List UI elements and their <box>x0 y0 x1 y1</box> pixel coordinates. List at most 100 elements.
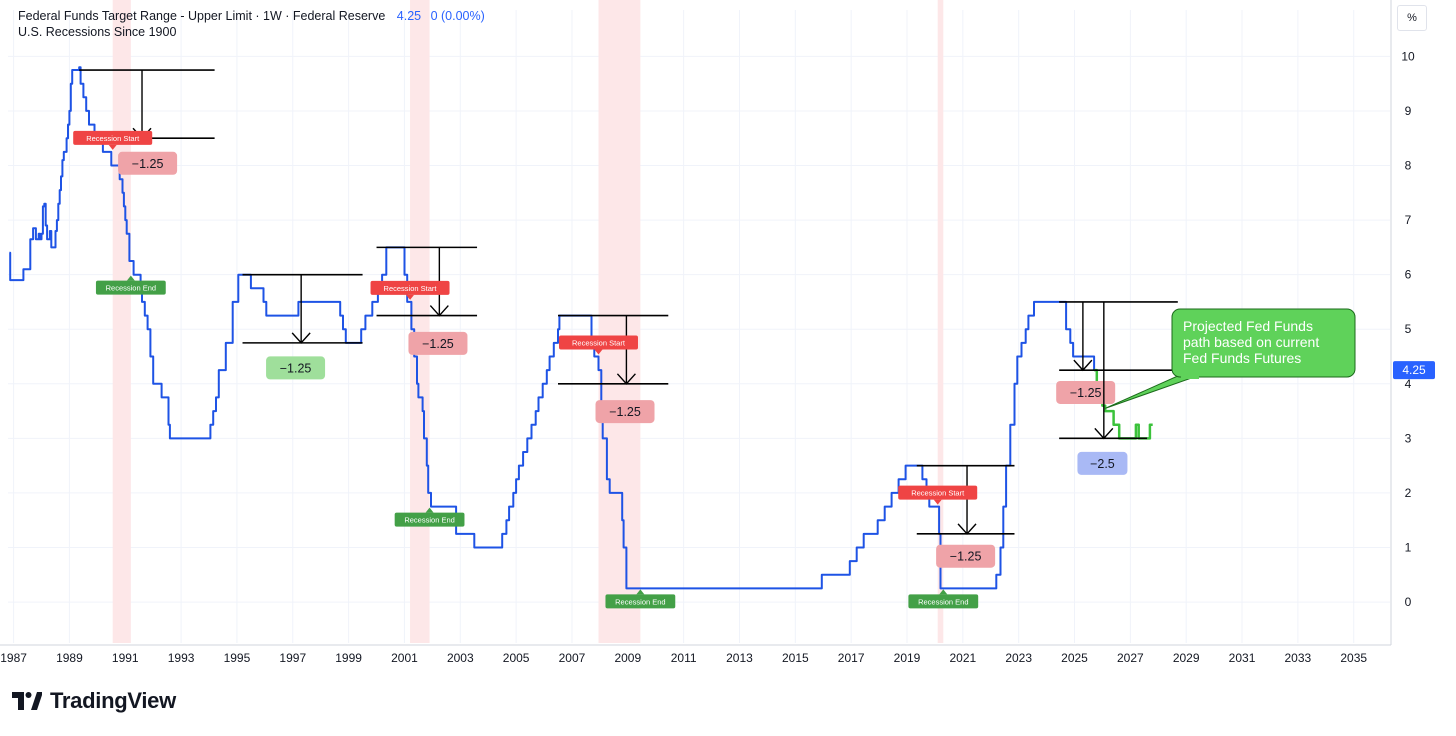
callout-text-line: path based on current <box>1183 334 1319 350</box>
annotation-badge <box>266 356 326 380</box>
x-tick-label: 1987 <box>0 651 27 665</box>
y-tick-label: 1 <box>1405 541 1412 555</box>
recession-end-marker-pointer <box>425 507 434 513</box>
annotation-badge <box>408 331 468 355</box>
x-tick-label: 2029 <box>1173 651 1200 665</box>
x-tick-label: 2015 <box>782 651 809 665</box>
x-tick-label: 1991 <box>112 651 139 665</box>
x-tick-label: 2019 <box>894 651 921 665</box>
x-tick-label: 1997 <box>279 651 306 665</box>
annotation-badge-label: −1.25 <box>609 405 641 419</box>
recession-end-marker-bubble <box>605 594 676 609</box>
annotation-badge-label: −1.25 <box>280 361 312 375</box>
recession-start-marker-bubble <box>73 130 153 145</box>
y-tick-label: 8 <box>1405 159 1412 173</box>
x-tick-label: 2031 <box>1229 651 1256 665</box>
drop-annotation: −1.25 <box>242 273 363 380</box>
tradingview-logo-icon <box>12 692 42 710</box>
recession-start-marker-pointer <box>933 499 942 505</box>
drop-annotation: −1.25 <box>79 69 215 175</box>
recession-band <box>598 0 641 643</box>
recession-end-marker-bubble <box>394 512 465 527</box>
annotation-arrow-head <box>616 373 636 385</box>
annotation-badge-label: −2.5 <box>1090 457 1115 471</box>
y-tick-label: 0 <box>1405 595 1412 609</box>
x-tick-label: 2025 <box>1061 651 1088 665</box>
recession-end-marker-label: Recession End <box>404 516 454 525</box>
recession-start-marker-bubble <box>370 280 450 295</box>
x-tick-label: 2013 <box>726 651 753 665</box>
recession-start-marker: Recession Start <box>558 335 638 355</box>
recession-end-marker-label: Recession End <box>106 284 156 293</box>
x-tick-label: 1993 <box>168 651 195 665</box>
series-line-fed-funds <box>9 66 1096 590</box>
x-tick-label: 2027 <box>1117 651 1144 665</box>
x-tick-label: 2009 <box>614 651 641 665</box>
recession-end-marker-bubble <box>95 280 166 295</box>
recession-start-marker-label: Recession Start <box>384 284 438 293</box>
change-value: 0 (0.00%) <box>430 9 485 23</box>
callout-text-line: Projected Fed Funds <box>1183 318 1313 334</box>
price-scale-unit-button[interactable]: % <box>1397 5 1427 31</box>
x-tick-label: 2005 <box>503 651 530 665</box>
x-tick-label: 1989 <box>56 651 83 665</box>
recession-start-marker: Recession Start <box>898 485 978 505</box>
recession-start-marker-label: Recession Start <box>86 134 140 143</box>
x-tick-label: 1999 <box>335 651 362 665</box>
annotation-badge-label: −1.25 <box>132 157 164 171</box>
brand-logo: TradingView <box>12 688 176 714</box>
recession-start-marker-pointer <box>406 294 415 300</box>
x-tick-label: 2001 <box>391 651 418 665</box>
y-tick-label: 10 <box>1401 49 1415 63</box>
annotation-badge <box>1056 380 1116 404</box>
annotation-badge <box>118 151 178 175</box>
last-value: 4.25 <box>396 9 422 23</box>
recession-end-marker: Recession End <box>908 589 979 609</box>
y-tick-label: 2 <box>1405 486 1412 500</box>
recession-end-marker-label: Recession End <box>918 597 968 606</box>
overlay-title: U.S. Recessions Since 1900 <box>18 25 177 39</box>
x-tick-label: 1995 <box>224 651 251 665</box>
annotation-arrow-head <box>429 305 449 317</box>
recession-end-marker-pointer <box>126 275 135 281</box>
y-tick-label: 5 <box>1405 322 1412 336</box>
recession-start-marker-label: Recession Start <box>572 339 626 348</box>
y-tick-label: 7 <box>1405 213 1412 227</box>
x-tick-label: 2007 <box>559 651 586 665</box>
annotation-badge <box>1077 451 1128 475</box>
x-tick-label: 2003 <box>447 651 474 665</box>
x-tick-label: 2021 <box>949 651 976 665</box>
callout-text-line: Fed Funds Futures <box>1183 350 1301 366</box>
recession-start-marker-pointer <box>594 349 603 355</box>
y-tick-label: 6 <box>1405 268 1412 282</box>
series-line-projection <box>1094 368 1153 440</box>
recession-band <box>937 0 944 643</box>
recession-end-marker-label: Recession End <box>615 597 665 606</box>
recession-start-marker: Recession Start <box>73 130 153 150</box>
x-tick-label: 2033 <box>1285 651 1312 665</box>
callout-box <box>1171 308 1356 378</box>
drop-annotation: −1.25 <box>1056 301 1178 404</box>
x-tick-label: 2017 <box>838 651 865 665</box>
drop-annotation: −2.5 <box>1059 301 1148 475</box>
annotation-arrow-head <box>1094 427 1114 440</box>
y-tick-label: 4 <box>1405 377 1412 391</box>
annotation-arrow-head <box>957 523 977 535</box>
recession-band <box>112 0 131 643</box>
recession-end-marker-bubble <box>908 594 979 609</box>
y-tick-label: 9 <box>1405 104 1412 118</box>
recession-band <box>410 0 430 643</box>
annotation-arrow-head <box>291 332 311 344</box>
chart-header: Federal Funds Target Range - Upper Limit… <box>18 9 485 23</box>
annotation-badge <box>595 400 655 424</box>
annotation-badge-label: −1.25 <box>422 337 454 351</box>
recession-end-marker-pointer <box>939 589 948 595</box>
series-title: Federal Funds Target Range - Upper Limit… <box>18 9 386 23</box>
recession-end-marker: Recession End <box>394 507 465 527</box>
brand-name: TradingView <box>50 688 176 713</box>
annotation-arrow-head <box>1073 359 1093 372</box>
recession-end-marker: Recession End <box>605 589 676 609</box>
